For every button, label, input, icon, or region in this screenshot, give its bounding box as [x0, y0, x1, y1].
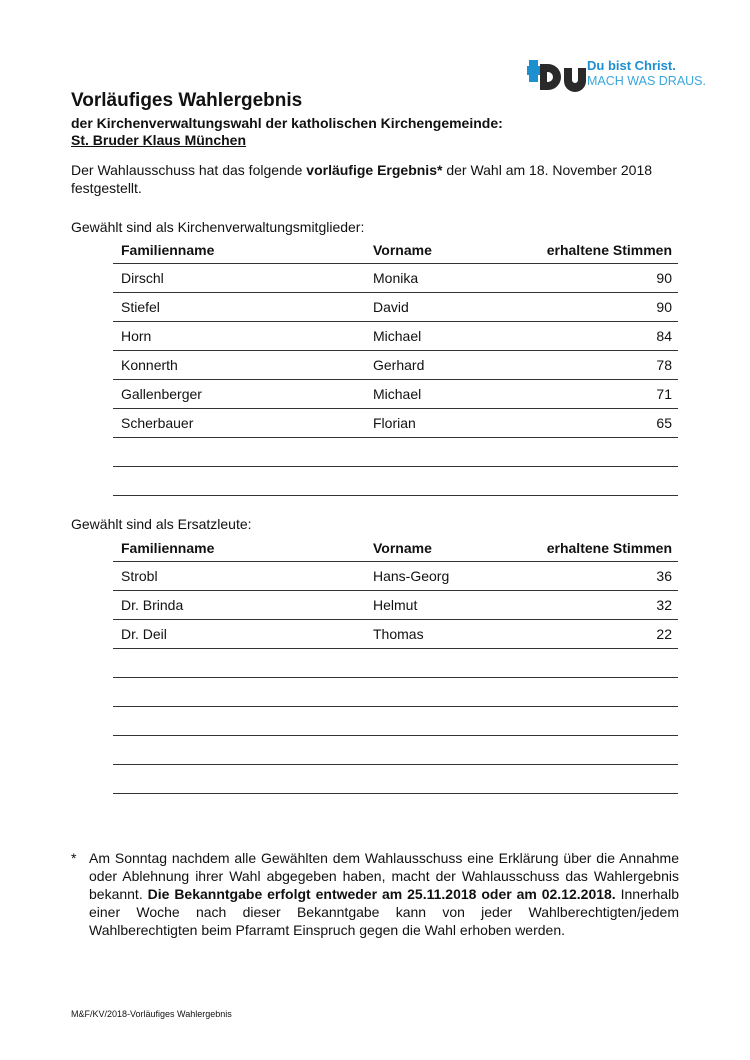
votes-cell — [519, 677, 678, 707]
votes-cell: 71 — [519, 379, 678, 409]
first-name-cell — [365, 764, 519, 794]
first-name-cell: David — [365, 292, 519, 322]
first-name-cell: Michael — [365, 379, 519, 409]
first-name-cell — [365, 466, 519, 496]
logo-line-2: MACH WAS DRAUS. — [587, 74, 706, 88]
votes-cell — [519, 648, 678, 678]
votes-cell: 22 — [519, 619, 678, 649]
table-row — [113, 437, 678, 467]
votes-cell — [519, 466, 678, 496]
parish-name: St. Bruder Klaus München — [71, 132, 247, 148]
family-name-cell — [113, 677, 365, 707]
intro-bold: vorläufige Ergebnis* — [306, 162, 443, 178]
du-logo-icon — [527, 60, 586, 92]
first-name-cell: Helmut — [365, 590, 519, 620]
family-name-cell: Dr. Deil — [113, 619, 365, 649]
first-name-cell — [365, 437, 519, 467]
votes-cell — [519, 764, 678, 794]
family-name-cell: Dirschl — [113, 263, 365, 293]
first-name-cell: Florian — [365, 408, 519, 438]
footnote-bold: Die Bekanntgabe erfolgt entweder am 25.1… — [147, 886, 616, 902]
votes-cell: 90 — [519, 263, 678, 293]
table-row: Konnerth Gerhard 78 — [113, 350, 678, 380]
column-header: Vorname — [365, 236, 519, 264]
family-name-cell: Gallenberger — [113, 379, 365, 409]
votes-cell: 78 — [519, 350, 678, 380]
substitutes-table: Familienname Vorname erhaltene Stimmen Stro… — [113, 534, 678, 794]
first-name-cell: Michael — [365, 321, 519, 351]
members-label: Gewählt sind als Kirchenverwaltungsmitgl… — [71, 219, 365, 235]
du-bist-christ-logo: Du bist Christ. MACH WAS DRAUS. — [527, 56, 706, 96]
family-name-cell — [113, 735, 365, 765]
footnote: * Am Sonntag nachdem alle Gewählten dem … — [71, 849, 679, 939]
column-header: Familienname — [113, 534, 365, 562]
family-name-cell — [113, 648, 365, 678]
document-footer: M&F/KV/2018-Vorläufiges Wahlergebnis — [71, 1009, 232, 1019]
table-row: Gallenberger Michael 71 — [113, 379, 678, 409]
family-name-cell: Scherbauer — [113, 408, 365, 438]
table-row — [113, 706, 678, 736]
first-name-cell: Monika — [365, 263, 519, 293]
votes-cell: 65 — [519, 408, 678, 438]
column-header: erhaltene Stimmen — [519, 534, 678, 562]
family-name-cell: Strobl — [113, 561, 365, 591]
table-row: Dirschl Monika 90 — [113, 263, 678, 293]
subtitle: der Kirchenverwaltungswahl der katholisc… — [71, 115, 503, 131]
footnote-text: Am Sonntag nachdem alle Gewählten dem Wa… — [89, 850, 679, 902]
footnote-text-end: Innerhalb einer Woche nach dieser Bekann… — [89, 886, 679, 938]
table-row: Horn Michael 84 — [113, 321, 678, 351]
family-name-cell — [113, 466, 365, 496]
table-row — [113, 735, 678, 765]
table-row: Strobl Hans-Georg 36 — [113, 561, 678, 591]
table-row: Stiefel David 90 — [113, 292, 678, 322]
first-name-cell — [365, 706, 519, 736]
first-name-cell: Gerhard — [365, 350, 519, 380]
table-row — [113, 677, 678, 707]
column-header: Vorname — [365, 534, 519, 562]
table-row: Scherbauer Florian 65 — [113, 408, 678, 438]
votes-cell — [519, 735, 678, 765]
first-name-cell: Thomas — [365, 619, 519, 649]
page-title: Vorläufiges Wahlergebnis — [71, 90, 303, 111]
votes-cell: 90 — [519, 292, 678, 322]
table-row: Dr. Deil Thomas 22 — [113, 619, 678, 649]
footnote-marker: * — [71, 850, 77, 866]
first-name-cell: Hans-Georg — [365, 561, 519, 591]
family-name-cell: Horn — [113, 321, 365, 351]
logo-line-1: Du bist Christ. — [587, 58, 676, 73]
votes-cell: 32 — [519, 590, 678, 620]
first-name-cell — [365, 735, 519, 765]
table-row: Dr. Brinda Helmut 32 — [113, 590, 678, 620]
column-header: Familienname — [113, 236, 365, 264]
votes-cell: 36 — [519, 561, 678, 591]
table-row — [113, 764, 678, 794]
family-name-cell — [113, 706, 365, 736]
votes-cell — [519, 437, 678, 467]
family-name-cell: Konnerth — [113, 350, 365, 380]
substitutes-label: Gewählt sind als Ersatzleute: — [71, 516, 252, 532]
family-name-cell: Stiefel — [113, 292, 365, 322]
table-row — [113, 648, 678, 678]
table-header-row: Familienname Vorname erhaltene Stimmen — [113, 534, 678, 562]
column-header: erhaltene Stimmen — [519, 236, 678, 264]
intro-paragraph: Der Wahlausschuss hat das folgende vorlä… — [71, 161, 681, 197]
members-table: Familienname Vorname erhaltene Stimmen Dirs… — [113, 236, 678, 496]
intro-text: Der Wahlausschuss hat das folgende — [71, 162, 307, 178]
first-name-cell — [365, 648, 519, 678]
family-name-cell — [113, 437, 365, 467]
votes-cell — [519, 706, 678, 736]
intro-text-end: der Wahl am 18. November 2018 festgestel… — [71, 162, 653, 196]
family-name-cell: Dr. Brinda — [113, 590, 365, 620]
table-row — [113, 466, 678, 496]
votes-cell: 84 — [519, 321, 678, 351]
family-name-cell — [113, 764, 365, 794]
first-name-cell — [365, 677, 519, 707]
table-header-row: Familienname Vorname erhaltene Stimmen — [113, 236, 678, 264]
